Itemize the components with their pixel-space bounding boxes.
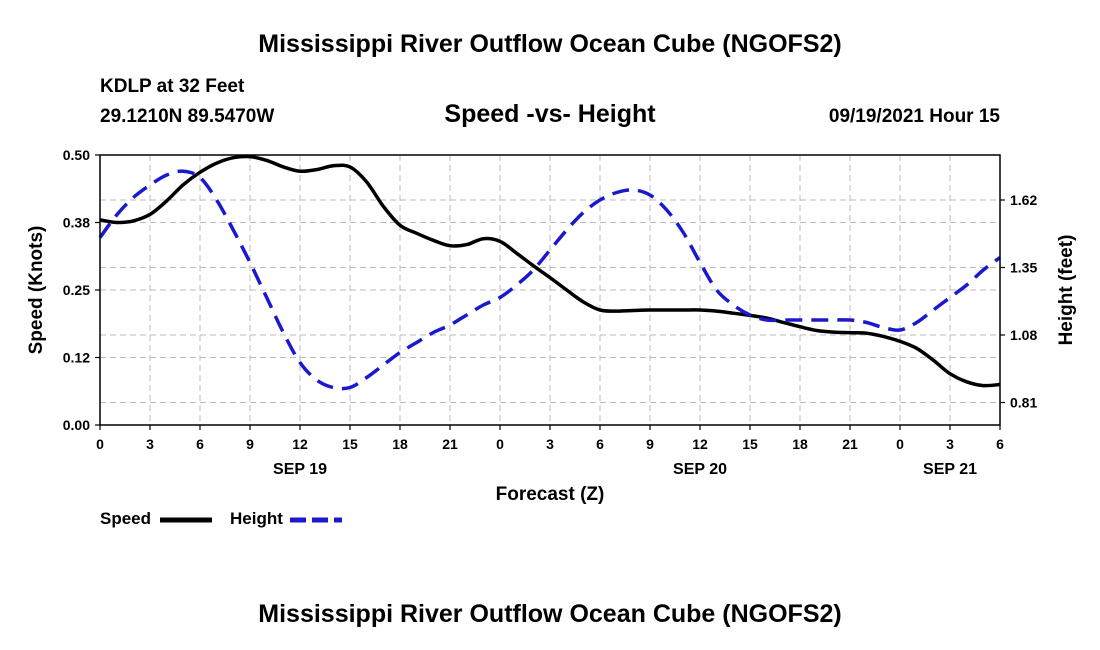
y-tick-label: 0.38 — [63, 215, 90, 231]
x-tick-label: 21 — [442, 436, 458, 452]
y-tick-label: 0.25 — [63, 282, 90, 298]
x-tick-label: 18 — [792, 436, 808, 452]
chart-title: Speed -vs- Height — [444, 100, 656, 128]
y-axis-label: Speed (Knots) — [26, 226, 47, 355]
main-title: Mississippi River Outflow Ocean Cube (NG… — [258, 30, 842, 58]
x-tick-label: 6 — [196, 436, 204, 452]
y-tick-label: 0.50 — [63, 147, 90, 163]
x-tick-label: 6 — [596, 436, 604, 452]
y2-axis-label: Height (feet) — [1056, 235, 1077, 346]
y2-tick-label: 1.35 — [1010, 260, 1037, 276]
x-axis-label: Forecast (Z) — [496, 484, 605, 505]
x-tick-label: 3 — [946, 436, 954, 452]
series — [98, 154, 1002, 391]
day-label: SEP 19 — [273, 461, 327, 478]
y-tick-label: 0.12 — [63, 350, 90, 366]
x-tick-label: 0 — [896, 436, 904, 452]
x-tick-label: 3 — [546, 436, 554, 452]
footer-title: Mississippi River Outflow Ocean Cube (NG… — [258, 600, 842, 628]
legend-speed-label: Speed — [100, 509, 152, 528]
x-tick-label: 18 — [392, 436, 408, 452]
x-tick-label: 0 — [496, 436, 504, 452]
grid — [100, 155, 1000, 425]
x-tick-label: 21 — [842, 436, 858, 452]
speed-height-chart: 0 3 6 9 12 15 18 21 0 3 6 9 12 15 18 21 0 3 6 SEP 19 SEP 20 S… — [26, 147, 1077, 523]
station-label: KDLP at 32 Feet — [100, 76, 245, 97]
x-tick-label: 3 — [146, 436, 154, 452]
x-tick-label: 12 — [292, 436, 308, 452]
coordinates-label: 29.1210N 89.5470W — [100, 106, 275, 127]
x-tick-label: 9 — [646, 436, 654, 452]
series-line-speed — [99, 154, 1001, 388]
x-tick-label: 0 — [96, 436, 104, 452]
x-tick-label: 6 — [996, 436, 1004, 452]
x-tick-label: 12 — [692, 436, 708, 452]
legend-height-label: Height — [230, 509, 283, 528]
x-tick-label: 15 — [742, 436, 758, 452]
y2-tick-label: 1.62 — [1010, 192, 1037, 208]
series-line-height — [98, 169, 1002, 391]
day-label: SEP 21 — [923, 461, 977, 478]
day-label: SEP 20 — [673, 461, 727, 478]
x-tick-label: 15 — [342, 436, 358, 452]
axes: 0 3 6 9 12 15 18 21 0 3 6 9 12 15 18 21 0 3 6 SEP 19 SEP 20 S… — [26, 147, 1077, 505]
y2-tick-label: 0.81 — [1010, 395, 1037, 411]
x-tick-label: 9 — [246, 436, 254, 452]
y2-tick-label: 1.08 — [1010, 327, 1037, 343]
y-tick-label: 0.00 — [63, 417, 90, 433]
datetime-label: 09/19/2021 Hour 15 — [828, 106, 1000, 127]
